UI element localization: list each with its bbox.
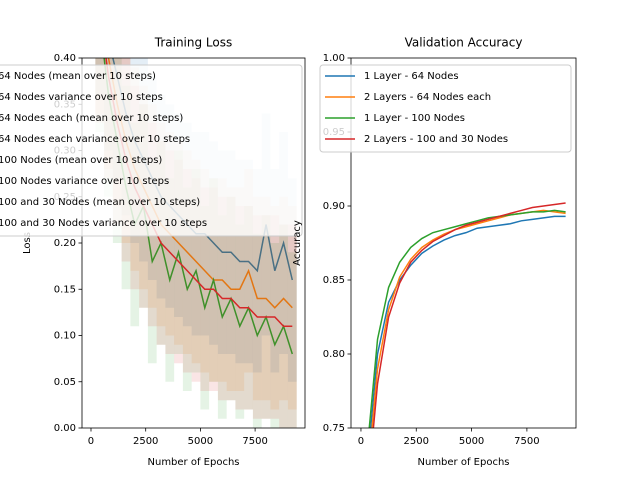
data-line <box>372 202 566 428</box>
data-line <box>368 209 566 428</box>
y-tick-label: 1.00 <box>323 53 345 64</box>
legend-label: 2 Layers - 64 Nodes each <box>364 92 491 103</box>
x-tick-label: 2500 <box>133 436 158 447</box>
x-axis-label: Number of Epochs <box>148 457 240 468</box>
legend-label: 100 and 30 Nodes variance over 10 steps <box>0 218 207 229</box>
y-tick-label: 0.90 <box>323 201 345 212</box>
legend-label: 100 Nodes variance over 10 steps <box>0 176 169 187</box>
y-tick-label: 0.20 <box>54 238 76 249</box>
legend-label: 2 Layers - 100 and 30 Nodes <box>364 134 508 145</box>
plot-area <box>368 202 566 428</box>
x-tick-label: 5000 <box>188 436 213 447</box>
chart-title: Training Loss <box>154 36 232 50</box>
chart-title: Validation Accuracy <box>405 36 523 50</box>
axes-frame <box>350 57 577 429</box>
x-tick-label: 0 <box>88 436 94 447</box>
x-tick-label: 7500 <box>514 436 539 447</box>
x-tick-label: 7500 <box>242 436 267 447</box>
legend-label: 1 Layer - 100 Nodes <box>364 113 465 124</box>
data-line <box>369 215 566 428</box>
y-tick-label: 0.00 <box>54 423 76 434</box>
legend-label: 64 Nodes variance over 10 steps <box>0 92 163 103</box>
legend-label: 64 Nodes each (mean over 10 steps) <box>0 113 183 124</box>
x-tick-label: 2500 <box>404 436 429 447</box>
x-tick-label: 0 <box>358 436 364 447</box>
legend-label: 100 and 30 Nodes (mean over 10 steps) <box>0 197 200 208</box>
y-tick-label: 0.05 <box>54 377 76 388</box>
y-tick-label: 0.15 <box>54 284 76 295</box>
x-axis-label: Number of Epochs <box>418 457 510 468</box>
y-tick-label: 0.10 <box>54 331 76 342</box>
legend-box <box>0 64 303 237</box>
x-tick-label: 5000 <box>459 436 484 447</box>
legend-label: 64 Nodes each variance over 10 steps <box>0 134 190 145</box>
legend-box <box>319 64 572 153</box>
legend-label: 64 Nodes (mean over 10 steps) <box>0 71 156 82</box>
y-tick-label: 0.80 <box>323 349 345 360</box>
y-axis-label: Loss <box>22 232 33 254</box>
y-tick-label: 0.75 <box>323 423 345 434</box>
y-tick-label: 0.40 <box>54 53 76 64</box>
legend-label: 100 Nodes (mean over 10 steps) <box>0 155 162 166</box>
legend-label: 1 Layer - 64 Nodes <box>364 71 459 82</box>
y-tick-label: 0.85 <box>323 275 345 286</box>
y-axis-label: Accuracy <box>292 220 303 266</box>
